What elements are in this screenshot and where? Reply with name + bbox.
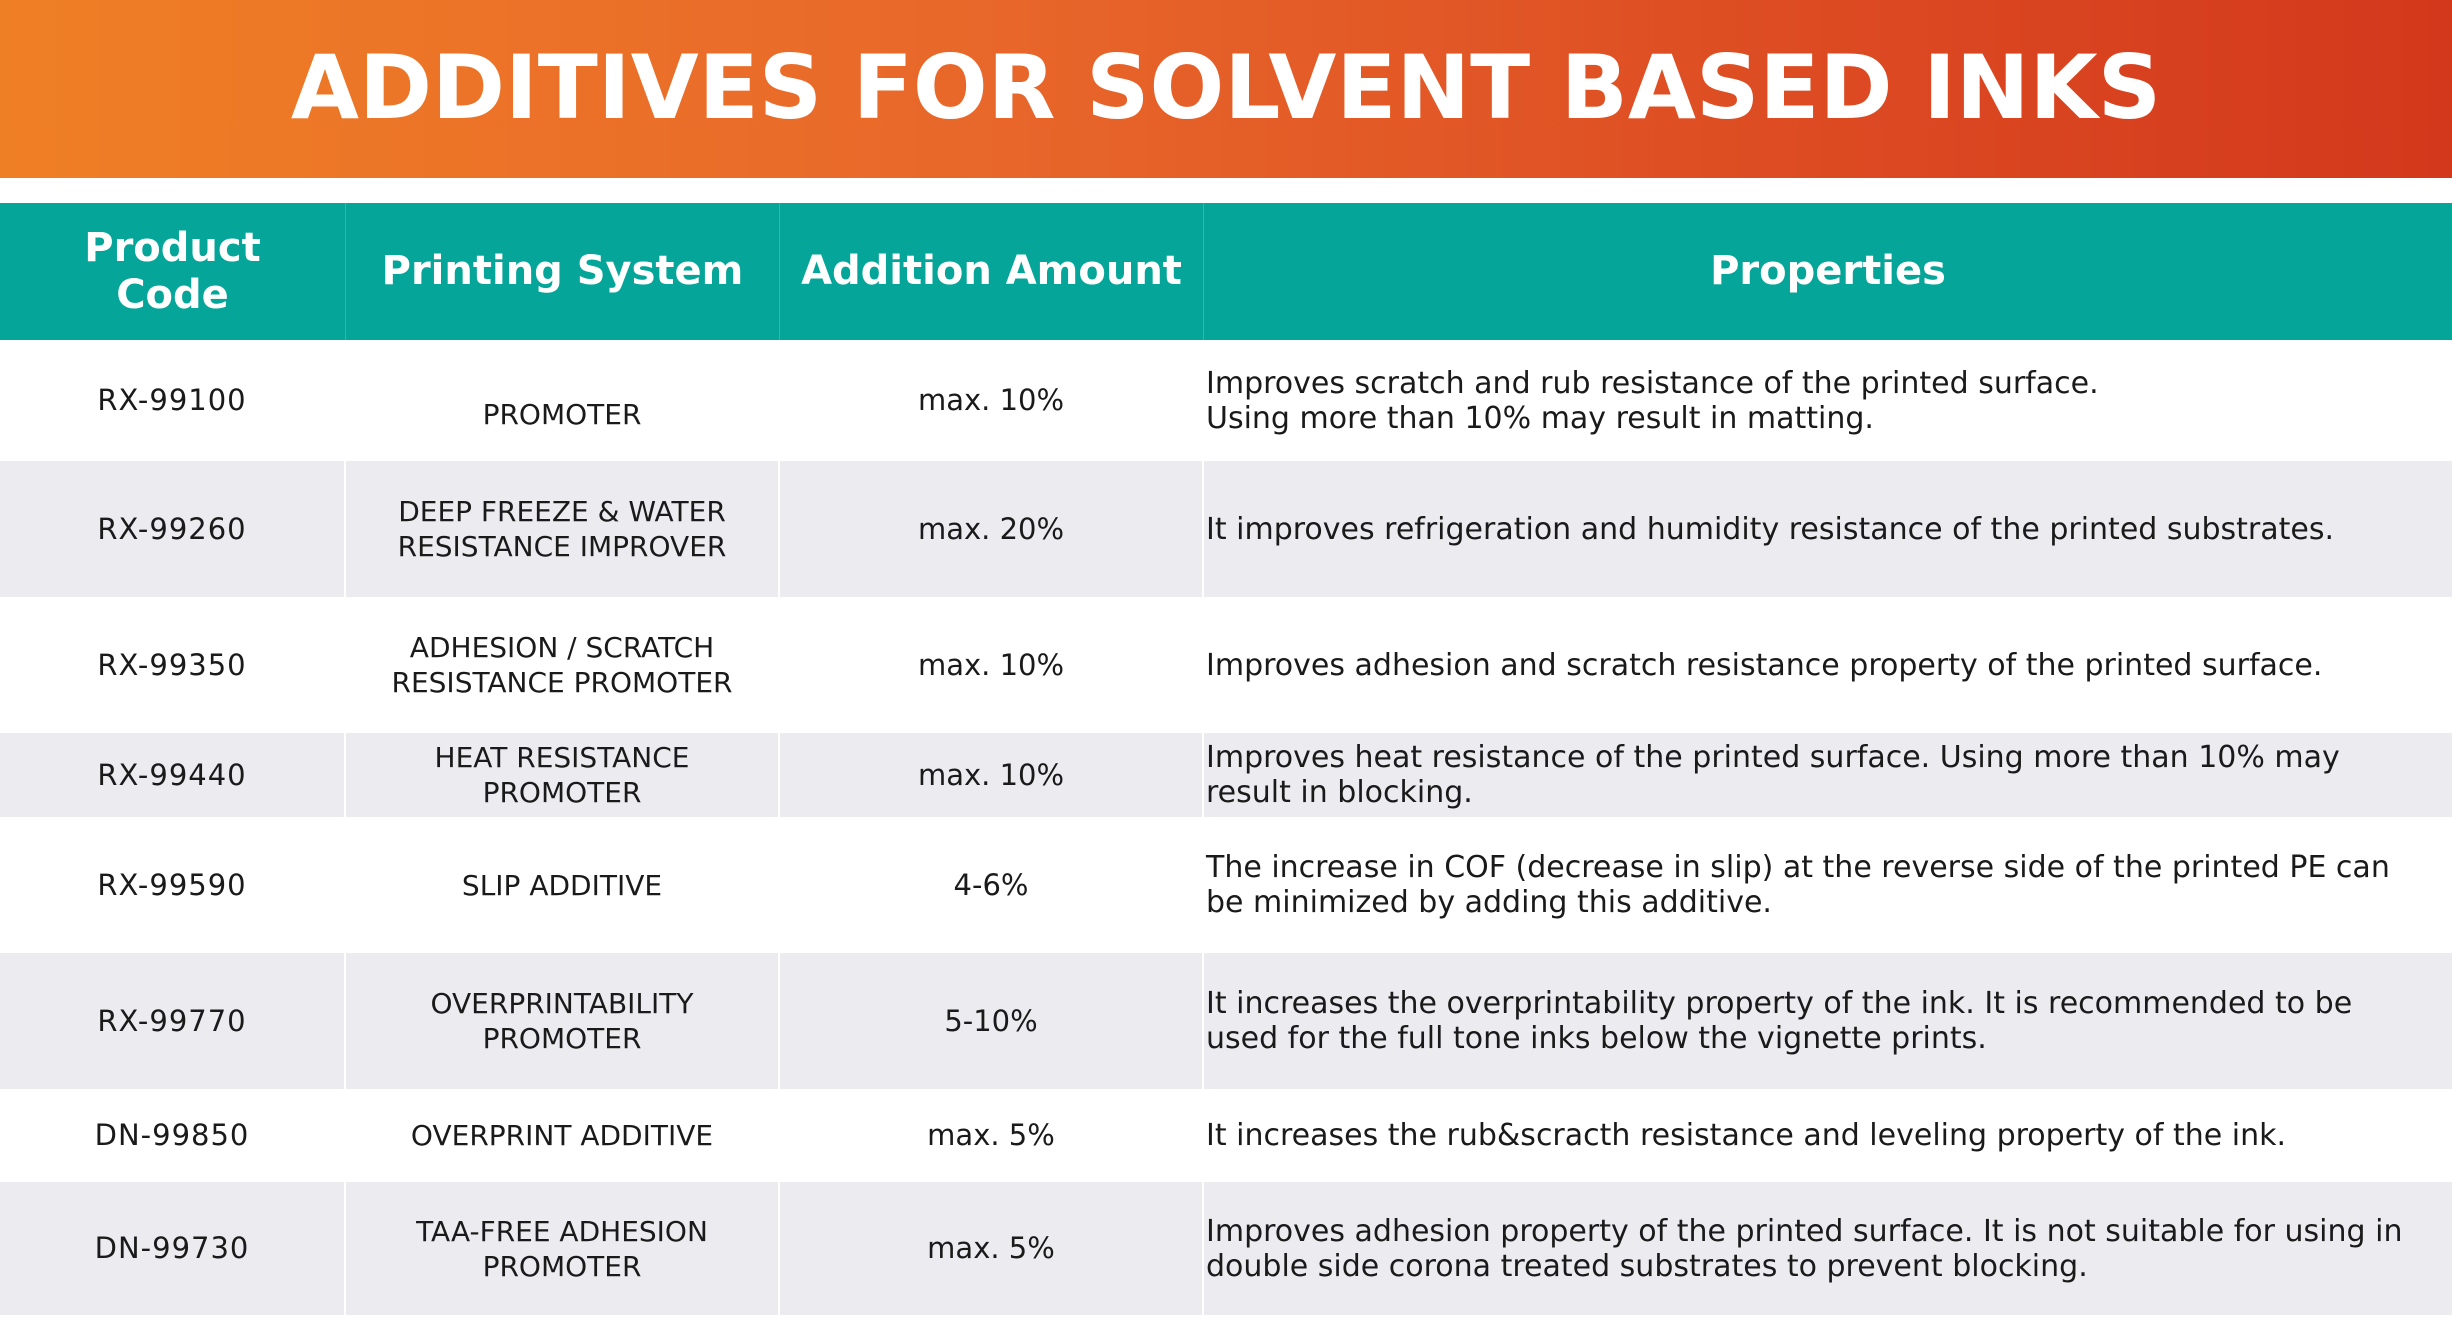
table-row: RX-99260 DEEP FREEZE & WATER RESISTANCE I… (0, 461, 2452, 597)
product-code-cell-text: RX-99770 (97, 1003, 247, 1038)
addition-amount-cell-text: max. 5% (927, 1231, 1055, 1265)
addition-amount-cell-text: 5-10% (944, 1003, 1038, 1038)
properties-cell-text: Improves heat resistance of the printed … (1206, 740, 2340, 810)
table-row: RX-99350 ADHESION / SCRATCH RESISTANCE PR… (0, 597, 2452, 733)
printing-system-cell: ADHESION / SCRATCH RESISTANCE PROMOTER (346, 597, 780, 733)
addition-amount-cell: max. 5% (780, 1089, 1204, 1182)
properties-cell: The increase in COF (decrease in slip) a… (1204, 817, 2452, 953)
product-code-cell: RX-99590 (0, 817, 346, 953)
title-banner: ADDITIVES FOR SOLVENT BASED INKS (0, 0, 2452, 178)
printing-system-cell: DEEP FREEZE & WATER RESISTANCE IMPROVER (346, 461, 780, 597)
properties-cell-text: It increases the overprintability proper… (1206, 986, 2353, 1056)
header-printing-system: Printing System (346, 203, 780, 340)
additives-table: Product Code Printing System Addition Am… (0, 203, 2452, 1315)
printing-system-cell: PROMOTER (346, 340, 780, 461)
addition-amount-cell: max. 10% (780, 340, 1204, 461)
printing-system-cell-text: DEEP FREEZE & WATER RESISTANCE IMPROVER (397, 495, 727, 563)
product-code-cell-text: DN-99850 (94, 1118, 250, 1152)
addition-amount-cell-text: max. 10% (917, 647, 1065, 682)
addition-amount-cell: max. 10% (780, 597, 1204, 733)
header-addition-amount: Addition Amount (780, 203, 1204, 340)
table-row: DN-99850 OVERPRINT ADDITIVE max. 5% It incr… (0, 1089, 2452, 1182)
addition-amount-cell-text: max. 10% (917, 383, 1065, 417)
product-code-cell: RX-99350 (0, 597, 346, 733)
product-code-cell: DN-99730 (0, 1182, 346, 1315)
header-product-code: Product Code (0, 203, 346, 340)
properties-cell: Improves scratch and rub resistance of t… (1204, 340, 2452, 461)
properties-cell: Improves adhesion property of the printe… (1204, 1182, 2452, 1315)
addition-amount-cell: max. 5% (780, 1182, 1204, 1315)
addition-amount-cell: max. 20% (780, 461, 1204, 597)
properties-cell: Improves heat resistance of the printed … (1204, 733, 2452, 817)
properties-cell: It increases the rub&scracth resistance … (1204, 1089, 2452, 1182)
product-code-cell-text: RX-99260 (97, 511, 247, 546)
printing-system-cell-text: SLIP ADDITIVE (461, 868, 663, 902)
printing-system-cell-text: OVERPRINTABILITY PROMOTER (430, 987, 694, 1055)
header-properties: Properties (1710, 248, 1946, 294)
properties-cell-text: The increase in COF (decrease in slip) a… (1206, 850, 2390, 920)
printing-system-cell-text: PROMOTER (482, 398, 642, 431)
printing-system-cell: TAA-FREE ADHESION PROMOTER (346, 1182, 780, 1315)
printing-system-cell: OVERPRINTABILITY PROMOTER (346, 953, 780, 1089)
properties-cell-text: It increases the rub&scracth resistance … (1206, 1118, 2287, 1153)
addition-amount-cell-text: 4-6% (953, 867, 1029, 902)
product-code-cell: RX-99260 (0, 461, 346, 597)
table-header: Product Code Printing System Addition Am… (0, 203, 2452, 340)
printing-system-cell-text: ADHESION / SCRATCH RESISTANCE PROMOTER (391, 631, 733, 699)
product-code-cell: DN-99850 (0, 1089, 346, 1182)
addition-amount-cell-text: max. 20% (917, 511, 1065, 546)
product-code-cell: RX-99770 (0, 953, 346, 1089)
product-code-cell: RX-99440 (0, 733, 346, 817)
product-code-cell-text: DN-99730 (94, 1231, 250, 1265)
properties-cell-text: Improves adhesion and scratch resistance… (1206, 647, 2323, 683)
table-row: DN-99730 TAA-FREE ADHESION PROMOTER max. 5… (0, 1182, 2452, 1315)
properties-cell: It increases the overprintability proper… (1204, 953, 2452, 1089)
table-row: RX-99440 HEAT RESISTANCE PROMOTER max. 10%… (0, 733, 2452, 817)
printing-system-cell: HEAT RESISTANCE PROMOTER (346, 733, 780, 817)
page-title: ADDITIVES FOR SOLVENT BASED INKS (290, 35, 2162, 139)
properties-cell-text: Improves adhesion property of the printe… (1206, 1213, 2403, 1284)
printing-system-cell: OVERPRINT ADDITIVE (346, 1089, 780, 1182)
table-row: RX-99100 PROMOTER max. 10% Improves scratch… (0, 340, 2452, 461)
addition-amount-cell-text: max. 10% (917, 757, 1065, 792)
product-code-cell-text: RX-99440 (97, 757, 247, 792)
printing-system-cell: SLIP ADDITIVE (346, 817, 780, 953)
properties-cell: Improves adhesion and scratch resistance… (1204, 597, 2452, 733)
properties-cell: It improves refrigeration and humidity r… (1204, 461, 2452, 597)
table-body: RX-99100 PROMOTER max. 10% Improves scratch… (0, 340, 2452, 1315)
properties-cell-text: Improves scratch and rub resistance of t… (1206, 365, 2099, 436)
printing-system-cell-text: OVERPRINT ADDITIVE (410, 1119, 714, 1152)
product-code-cell-text: RX-99590 (97, 867, 247, 902)
printing-system-cell-text: HEAT RESISTANCE PROMOTER (434, 741, 690, 809)
addition-amount-cell: 4-6% (780, 817, 1204, 953)
product-code-cell: RX-99100 (0, 340, 346, 461)
table-row: RX-99590 SLIP ADDITIVE 4-6% The increase in… (0, 817, 2452, 953)
printing-system-cell-text: TAA-FREE ADHESION PROMOTER (416, 1214, 708, 1283)
addition-amount-cell-text: max. 5% (927, 1118, 1055, 1152)
addition-amount-cell: 5-10% (780, 953, 1204, 1089)
table-row: RX-99770 OVERPRINTABILITY PROMOTER 5-10% It… (0, 953, 2452, 1089)
properties-cell-text: It improves refrigeration and humidity r… (1206, 511, 2335, 547)
product-code-cell-text: RX-99100 (97, 383, 247, 417)
addition-amount-cell: max. 10% (780, 733, 1204, 817)
product-code-cell-text: RX-99350 (97, 647, 247, 682)
